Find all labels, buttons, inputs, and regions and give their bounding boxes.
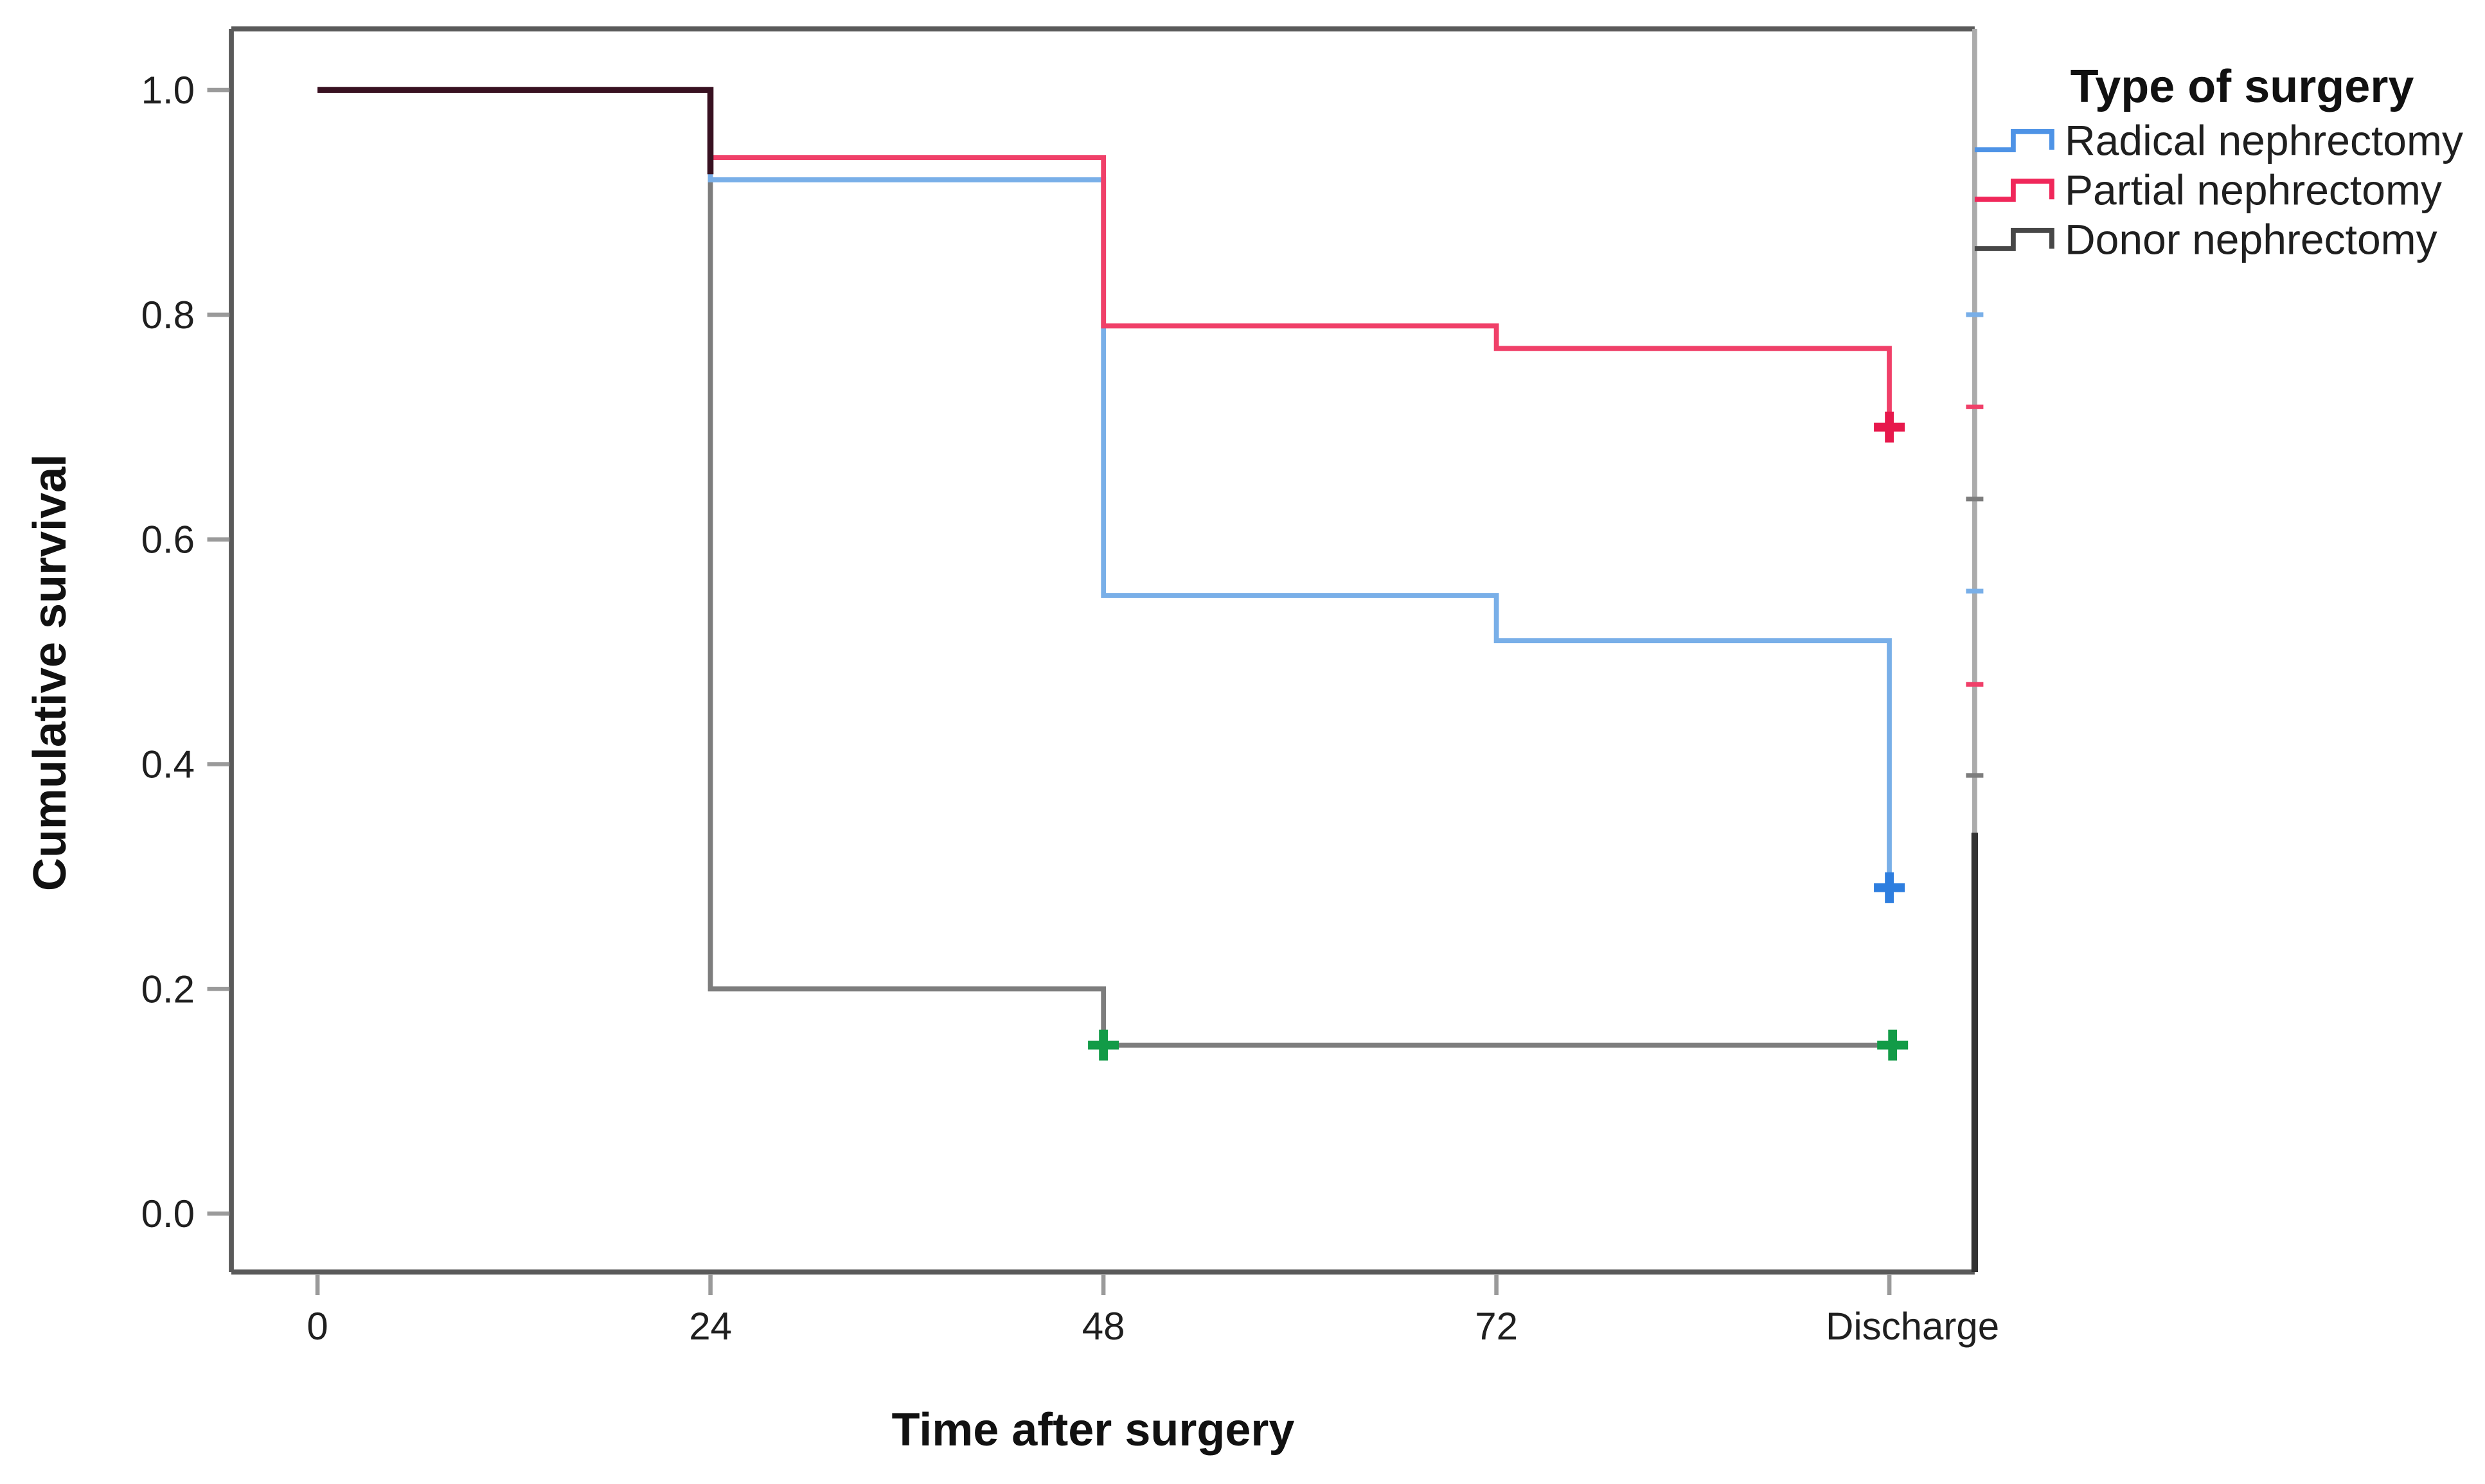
y-tick-label: 1.0 [141,69,195,112]
legend-swatch-radical [1974,129,2054,152]
series-line-overlap-all-groups [317,87,714,175]
legend-item-label: Partial nephrectomy [2065,166,2442,214]
x-tick-label: 0 [307,1305,328,1348]
censor-mark-radical [1874,872,1905,903]
legend: Type of surgery Radical nephrectomyParti… [1974,61,2463,263]
y-tick-label: 0.4 [141,743,195,786]
censor-mark-donor [1088,1029,1119,1061]
x-axis: 0 24 48 72 Discharge [307,1274,1999,1348]
legend-item-radical: Radical nephrectomy [1974,117,2463,164]
x-tick-label: 72 [1475,1305,1518,1348]
y-tick-label: 0.0 [141,1192,195,1235]
right-border-artifacts [1966,312,1984,1273]
x-tick-label: Discharge [1826,1305,1999,1348]
series-lines [317,87,1898,1048]
y-axis: 1.0 0.8 0.6 0.4 0.2 0.0 [141,69,229,1235]
censor-marks [1088,411,1909,1061]
legend-item-partial: Partial nephrectomy [1974,166,2442,214]
censor-mark-donor [1877,1029,1909,1061]
x-tick-label: 24 [689,1305,732,1348]
legend-item-label: Radical nephrectomy [2065,117,2463,164]
y-axis-title: Cumulative survival [24,454,76,891]
legend-item-donor: Donor nephrectomy [1974,215,2437,263]
censor-mark-partial [1874,411,1905,443]
y-tick-label: 0.6 [141,518,195,561]
x-tick-label: 48 [1082,1305,1125,1348]
legend-item-label: Donor nephrectomy [2065,215,2437,263]
x-axis-title: Time after surgery [892,1404,1295,1456]
legend-swatch-donor [1974,227,2054,251]
plot-area-border [229,26,1977,1275]
legend-swatch-partial [1974,179,2054,202]
y-tick-label: 0.2 [141,967,195,1011]
legend-title: Type of surgery [2071,61,2414,112]
y-tick-label: 0.8 [141,294,195,337]
